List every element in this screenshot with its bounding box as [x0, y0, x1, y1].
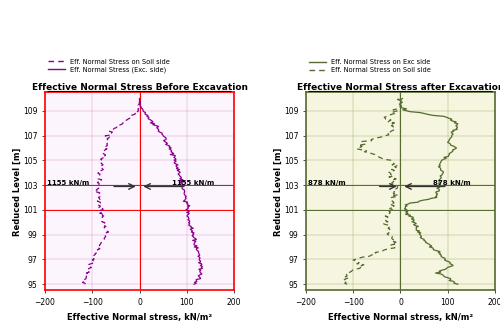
Text: 878 kN/m: 878 kN/m — [432, 180, 470, 185]
X-axis label: Effective Normal stress, kN/m²: Effective Normal stress, kN/m² — [67, 313, 212, 322]
Y-axis label: Reduced Level [m]: Reduced Level [m] — [12, 147, 22, 236]
Text: 1155 kN/m: 1155 kN/m — [48, 180, 90, 185]
Y-axis label: Reduced Level [m]: Reduced Level [m] — [274, 147, 282, 236]
Title: Effective Normal Stress after Excavation: Effective Normal Stress after Excavation — [297, 82, 500, 92]
Title: Effective Normal Stress Before Excavation: Effective Normal Stress Before Excavatio… — [32, 82, 248, 92]
Text: 1155 kN/m: 1155 kN/m — [172, 180, 214, 185]
Text: 878 kN/m: 878 kN/m — [308, 180, 346, 185]
X-axis label: Effective Normal stress, kN/m²: Effective Normal stress, kN/m² — [328, 313, 473, 322]
Legend: Eff. Normal Stress on Soil side, Eff. Normal Stress (Exc. side): Eff. Normal Stress on Soil side, Eff. No… — [48, 59, 170, 73]
Legend: Eff. Normal Stress on Exc side, Eff. Normal Stress on Soil side: Eff. Normal Stress on Exc side, Eff. Nor… — [310, 59, 431, 73]
